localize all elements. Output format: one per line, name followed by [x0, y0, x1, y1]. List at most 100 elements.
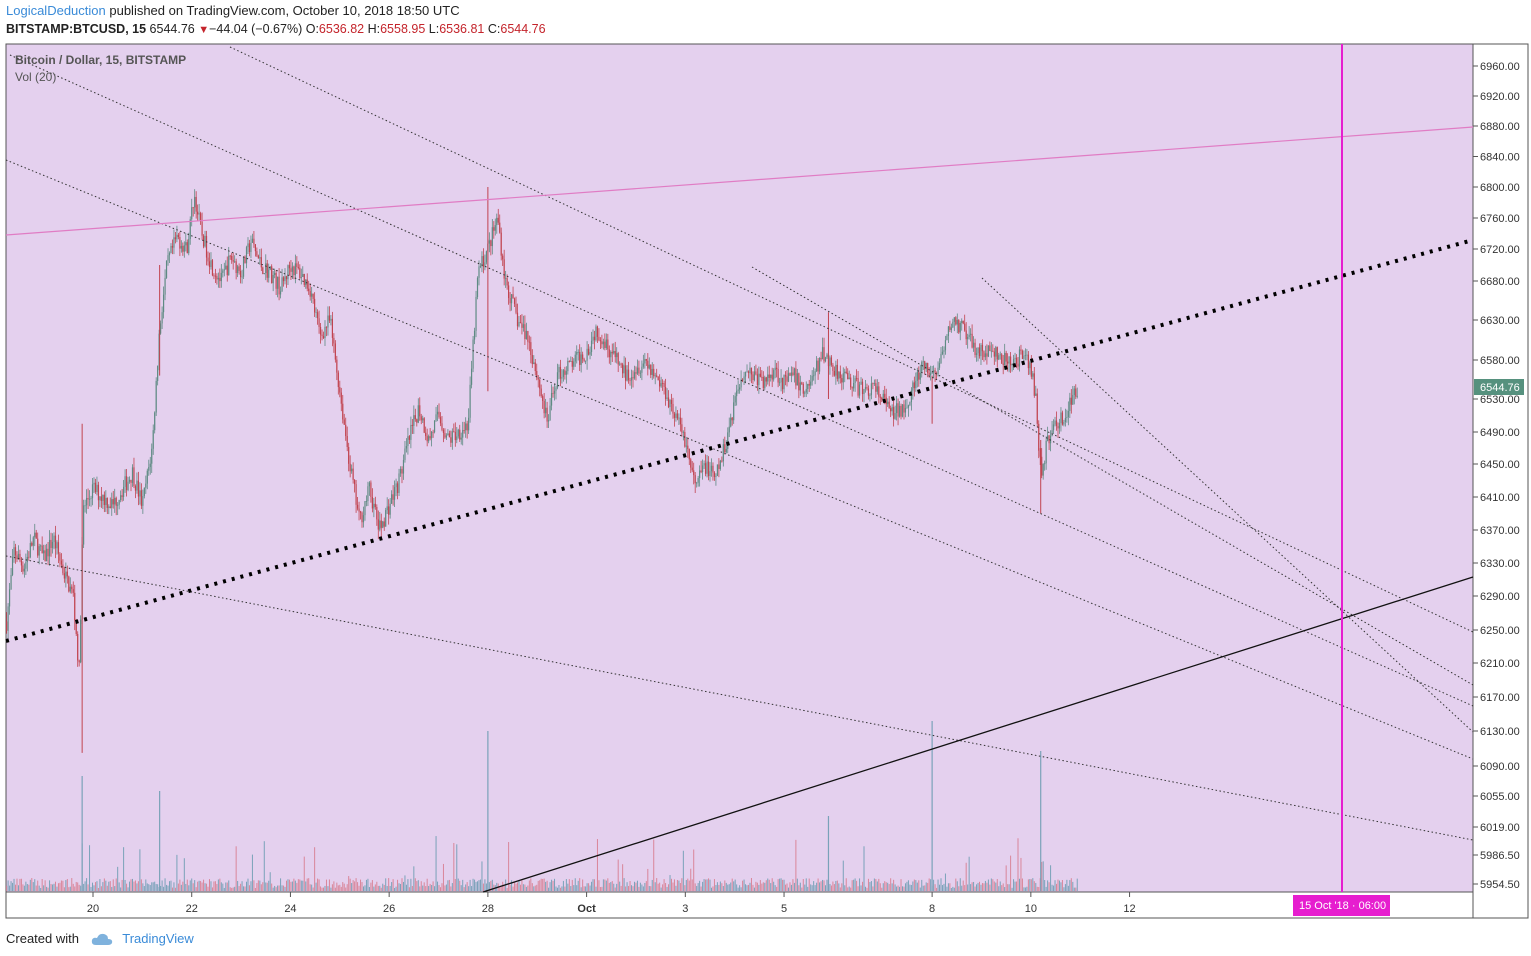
volume-bar — [311, 884, 313, 891]
volume-bar — [1072, 881, 1074, 891]
volume-bar — [280, 878, 282, 891]
volume-bar — [700, 886, 702, 891]
candle-body — [718, 464, 720, 469]
candle-body — [770, 374, 772, 378]
volume-bar — [733, 881, 735, 891]
tradingview-link[interactable]: TradingView — [122, 931, 194, 946]
candle-body — [391, 494, 393, 504]
volume-bar — [216, 883, 218, 891]
time-axis[interactable] — [5, 891, 1474, 919]
candle-body — [704, 463, 707, 474]
candle-body — [94, 482, 97, 493]
volume-bar — [503, 885, 505, 891]
candle-body — [964, 323, 966, 331]
dotted-trendline-2[interactable] — [9, 54, 1474, 707]
volume-bar — [357, 882, 359, 891]
candle-body — [447, 433, 449, 436]
rising-black-line[interactable] — [482, 576, 1474, 893]
volume-bar — [1054, 880, 1056, 891]
candle-body — [1002, 363, 1004, 365]
candle-body — [346, 436, 348, 447]
candle-body — [558, 366, 560, 373]
volume-bar — [169, 881, 171, 891]
candle-body — [1023, 355, 1025, 359]
dotted-trendline-6[interactable] — [5, 555, 1474, 841]
candle-body — [257, 255, 259, 259]
volume-bar — [428, 885, 430, 891]
candle-body — [23, 568, 25, 572]
dotted-trendline-4[interactable] — [751, 266, 1474, 686]
volume-bar — [149, 885, 151, 891]
volume-bar — [632, 886, 634, 891]
candle-body — [670, 399, 673, 404]
volume-bar — [16, 878, 18, 891]
rising-dotted-support[interactable] — [5, 238, 1474, 643]
candle-body — [263, 273, 265, 274]
candle-body — [502, 255, 504, 260]
volume-bar — [639, 882, 641, 891]
price-axis[interactable] — [1472, 43, 1529, 919]
volume-bar — [1048, 882, 1050, 891]
candle-body — [662, 383, 664, 384]
volume-bar — [931, 721, 933, 891]
candle-body — [632, 377, 634, 379]
candle-body — [192, 207, 194, 209]
candle-body — [885, 397, 887, 405]
volume-bar — [431, 884, 433, 891]
drawings — [5, 44, 1474, 893]
volume-bar — [770, 883, 772, 891]
volume-bar — [425, 886, 427, 891]
dotted-trendline-5[interactable] — [981, 277, 1474, 733]
volume-bar — [795, 839, 797, 891]
candle-body — [533, 362, 535, 365]
volume-bar — [228, 880, 230, 891]
volume-bar — [808, 878, 810, 891]
candle-body — [177, 234, 179, 238]
candle-body — [182, 245, 184, 252]
dotted-trendline-1[interactable] — [229, 46, 1474, 633]
candle-body — [629, 380, 631, 381]
volume-bar — [862, 881, 864, 891]
volume-bar — [456, 844, 458, 891]
candle-body — [275, 272, 277, 289]
dotted-trendline-3[interactable] — [5, 159, 1474, 760]
volume-bar — [638, 886, 640, 891]
candle-body — [145, 483, 147, 488]
candle-body — [140, 490, 142, 506]
candle-body — [881, 397, 883, 400]
candle-body — [967, 336, 969, 340]
pink-trendline[interactable] — [5, 126, 1474, 236]
candle-body — [62, 564, 64, 574]
candle-body — [577, 351, 579, 353]
volume-bar — [194, 880, 196, 891]
volume-bar — [152, 882, 154, 891]
volume-bar — [435, 836, 437, 891]
volume-bar — [1041, 861, 1043, 891]
candle-body — [861, 381, 864, 395]
volume-bar — [785, 884, 787, 891]
candle-body — [497, 217, 499, 223]
candle-body — [515, 303, 517, 313]
candle-body — [599, 340, 602, 342]
candle-body — [444, 432, 446, 438]
candle-body — [88, 498, 91, 500]
volume-bar — [962, 880, 964, 891]
candle-body — [950, 327, 952, 330]
candle-body — [176, 234, 178, 240]
author-link[interactable]: LogicalDeduction — [6, 3, 106, 18]
candle-body — [442, 429, 445, 433]
volume-bar — [247, 878, 249, 891]
candle-body — [311, 293, 313, 297]
plot-area[interactable] — [5, 43, 1474, 893]
candle-body — [630, 377, 633, 381]
candle-body — [226, 265, 228, 276]
volume-bar — [622, 864, 624, 891]
candle-body — [77, 633, 79, 661]
volume-bar — [348, 876, 350, 891]
candle-body — [491, 227, 493, 247]
candle-body — [253, 238, 255, 245]
volume-bar — [743, 879, 745, 891]
volume-bar — [522, 884, 524, 891]
candle-body — [361, 512, 363, 523]
